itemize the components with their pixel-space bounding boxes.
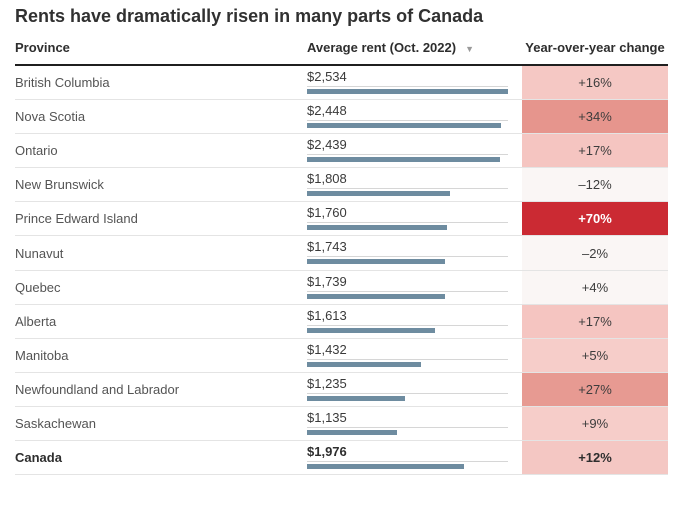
sort-descending-icon[interactable]: ▼ [465,44,475,54]
change-cell: +17% [522,134,668,168]
rent-cell: $1,432 [307,339,522,372]
rent-cell: $1,743 [307,236,522,269]
rent-bar [307,225,447,231]
rent-bar [307,191,450,197]
rent-value: $2,534 [307,69,508,87]
province-name: Nunavut [15,245,64,261]
rent-bar [307,259,445,265]
table-row: New Brunswick $1,808 –12% [15,168,668,203]
rent-value: $1,235 [307,376,508,394]
province-name: Manitoba [15,347,69,363]
province-name: Saskachewan [15,415,96,431]
change-cell: +34% [522,100,668,134]
change-cell: +12% [522,441,668,475]
table-row: British Columbia $2,534 +16% [15,66,668,101]
rent-cell: $1,808 [307,168,522,201]
table-row: Canada $1,976 +12% [15,441,668,476]
table-header-row: Province Average rent (Oct. 2022) ▼ Year… [15,40,668,66]
province-name: New Brunswick [15,177,104,193]
table-row: Alberta $1,613 +17% [15,304,668,339]
province-name: Quebec [15,279,61,295]
column-header-province[interactable]: Province [15,40,70,55]
rent-bar [307,464,464,470]
rent-value: $1,135 [307,410,508,428]
rent-value: $1,739 [307,274,508,292]
rent-bar [307,327,435,333]
rent-cell: $2,448 [307,100,522,133]
table-body: British Columbia $2,534 +16% Nova Scotia $2,… [15,66,668,476]
rent-value: $2,448 [307,103,508,122]
province-name: Alberta [15,313,57,329]
rent-cell: $1,739 [307,271,522,304]
rent-bar [307,123,501,129]
province-name: Canada [15,450,62,466]
rent-cell: $1,976 [307,441,522,474]
table-row: Quebec $1,739 +4% [15,270,668,305]
rent-value: $1,613 [307,308,508,326]
table-row: Nunavut $1,743 –2% [15,236,668,271]
table-row: Manitoba $1,432 +5% [15,338,668,373]
table-row: Prince Edward Island $1,760 +70% [15,202,668,237]
rent-table: Province Average rent (Oct. 2022) ▼ Year… [15,40,668,476]
change-cell: +17% [522,304,668,338]
rent-cell: $1,235 [307,373,522,406]
table-row: Newfoundland and Labrador $1,235 +27% [15,372,668,407]
column-header-average-rent[interactable]: Average rent (Oct. 2022) ▼ [307,40,522,55]
average-rent-header-label: Average rent (Oct. 2022) [307,40,457,55]
rent-value: $1,760 [307,205,508,224]
rent-value: $2,439 [307,137,508,156]
province-name: Newfoundland and Labrador [15,381,180,397]
rent-value: $1,808 [307,171,508,190]
change-cell: –2% [522,236,668,270]
rent-bar [307,293,445,299]
change-cell: +16% [522,66,668,100]
rent-cell: $1,613 [307,305,522,338]
rent-value: $1,743 [307,239,508,258]
change-cell: +70% [522,202,668,236]
rent-bar [307,395,405,401]
rent-bar [307,429,397,435]
table-row: Saskachewan $1,135 +9% [15,406,668,442]
rent-value: $1,432 [307,342,508,360]
change-cell: +27% [522,372,668,406]
rent-value: $1,976 [307,444,508,463]
province-name: British Columbia [15,75,110,91]
rent-cell: $2,534 [307,66,522,99]
rent-cell: $1,135 [307,407,522,440]
rent-cell: $2,439 [307,134,522,167]
rent-cell: $1,760 [307,202,522,235]
change-cell: –12% [522,168,668,202]
change-cell: +5% [522,338,668,372]
page-title: Rents have dramatically risen in many pa… [15,6,484,26]
province-name: Prince Edward Island [15,211,138,227]
province-name: Ontario [15,143,58,159]
rent-bar [307,361,421,367]
change-cell: +4% [522,270,668,304]
rent-bar [307,157,500,163]
change-cell: +9% [522,406,668,441]
column-header-yoy-change[interactable]: Year-over-year change [525,40,665,55]
table-row: Ontario $2,439 +17% [15,134,668,169]
rent-bar [307,89,508,94]
province-name: Nova Scotia [15,109,86,125]
table-row: Nova Scotia $2,448 +34% [15,100,668,135]
